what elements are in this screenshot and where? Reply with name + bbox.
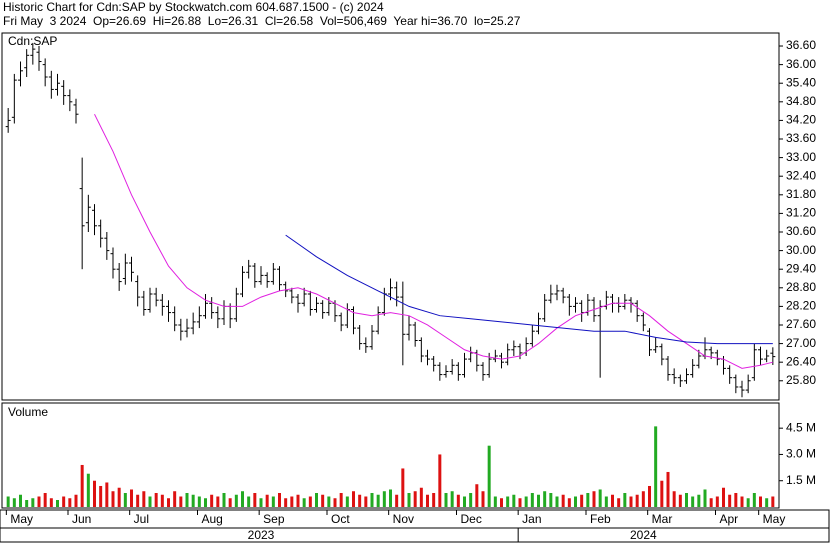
y-tick-label: 29.40	[786, 261, 816, 275]
volume-tick-label: 3.0 M	[786, 447, 816, 461]
x-tick-label: May	[10, 512, 33, 526]
x-tick-label: Dec	[461, 512, 482, 526]
price-panel	[1, 32, 780, 401]
x-tick-label: Jan	[522, 512, 541, 526]
x-tick-label: Feb	[590, 512, 611, 526]
volume-tick-label: 4.5 M	[786, 420, 816, 434]
chart-subtitle: Fri May 3 2024 Op=26.69 Hi=26.88 Lo=26.3…	[3, 14, 521, 28]
moving-average	[94, 113, 773, 369]
y-tick-label: 28.80	[786, 280, 816, 294]
x-tick-label: May	[763, 512, 786, 526]
y-tick-label: 32.40	[786, 168, 816, 182]
y-tick-label: 28.20	[786, 299, 816, 313]
y-tick-label: 35.40	[786, 75, 816, 89]
y-tick-label: 33.00	[786, 150, 816, 164]
y-tick-label: 33.60	[786, 131, 816, 145]
y-tick-label: 27.60	[786, 317, 816, 331]
y-tick-label: 27.00	[786, 336, 816, 350]
y-tick-label: 36.00	[786, 57, 816, 71]
volume-panel	[1, 402, 780, 509]
volume-tick-label: 1.5 M	[786, 473, 816, 487]
year-label: 2024	[630, 528, 657, 542]
x-tick-label: Aug	[202, 512, 223, 526]
y-tick-label: 34.80	[786, 94, 816, 108]
y-tick-label: 31.80	[786, 187, 816, 201]
x-tick-label: Sep	[263, 512, 285, 526]
y-tick-label: 30.60	[786, 224, 816, 238]
y-tick-label: 25.80	[786, 373, 816, 387]
chart-title: Historic Chart for Cdn:SAP by Stockwatch…	[3, 0, 384, 14]
y-tick-label: 30.00	[786, 243, 816, 257]
y-tick-label: 26.40	[786, 354, 816, 368]
y-tick-label: 36.60	[786, 38, 816, 52]
moving-average	[285, 234, 773, 345]
y-tick-label: 31.20	[786, 206, 816, 220]
y-tick-label: 34.20	[786, 113, 816, 127]
volume-label: Volume	[8, 405, 48, 419]
x-tick-label: Apr	[720, 512, 739, 526]
x-tick-label: Nov	[393, 512, 414, 526]
year-label: 2023	[248, 528, 275, 542]
x-tick-label: Oct	[331, 512, 350, 526]
x-tick-label: Jun	[72, 512, 91, 526]
symbol-label: Cdn:SAP	[8, 34, 57, 48]
x-tick-label: Jul	[134, 512, 149, 526]
date-axis	[0, 509, 830, 543]
x-tick-label: Mar	[652, 512, 673, 526]
